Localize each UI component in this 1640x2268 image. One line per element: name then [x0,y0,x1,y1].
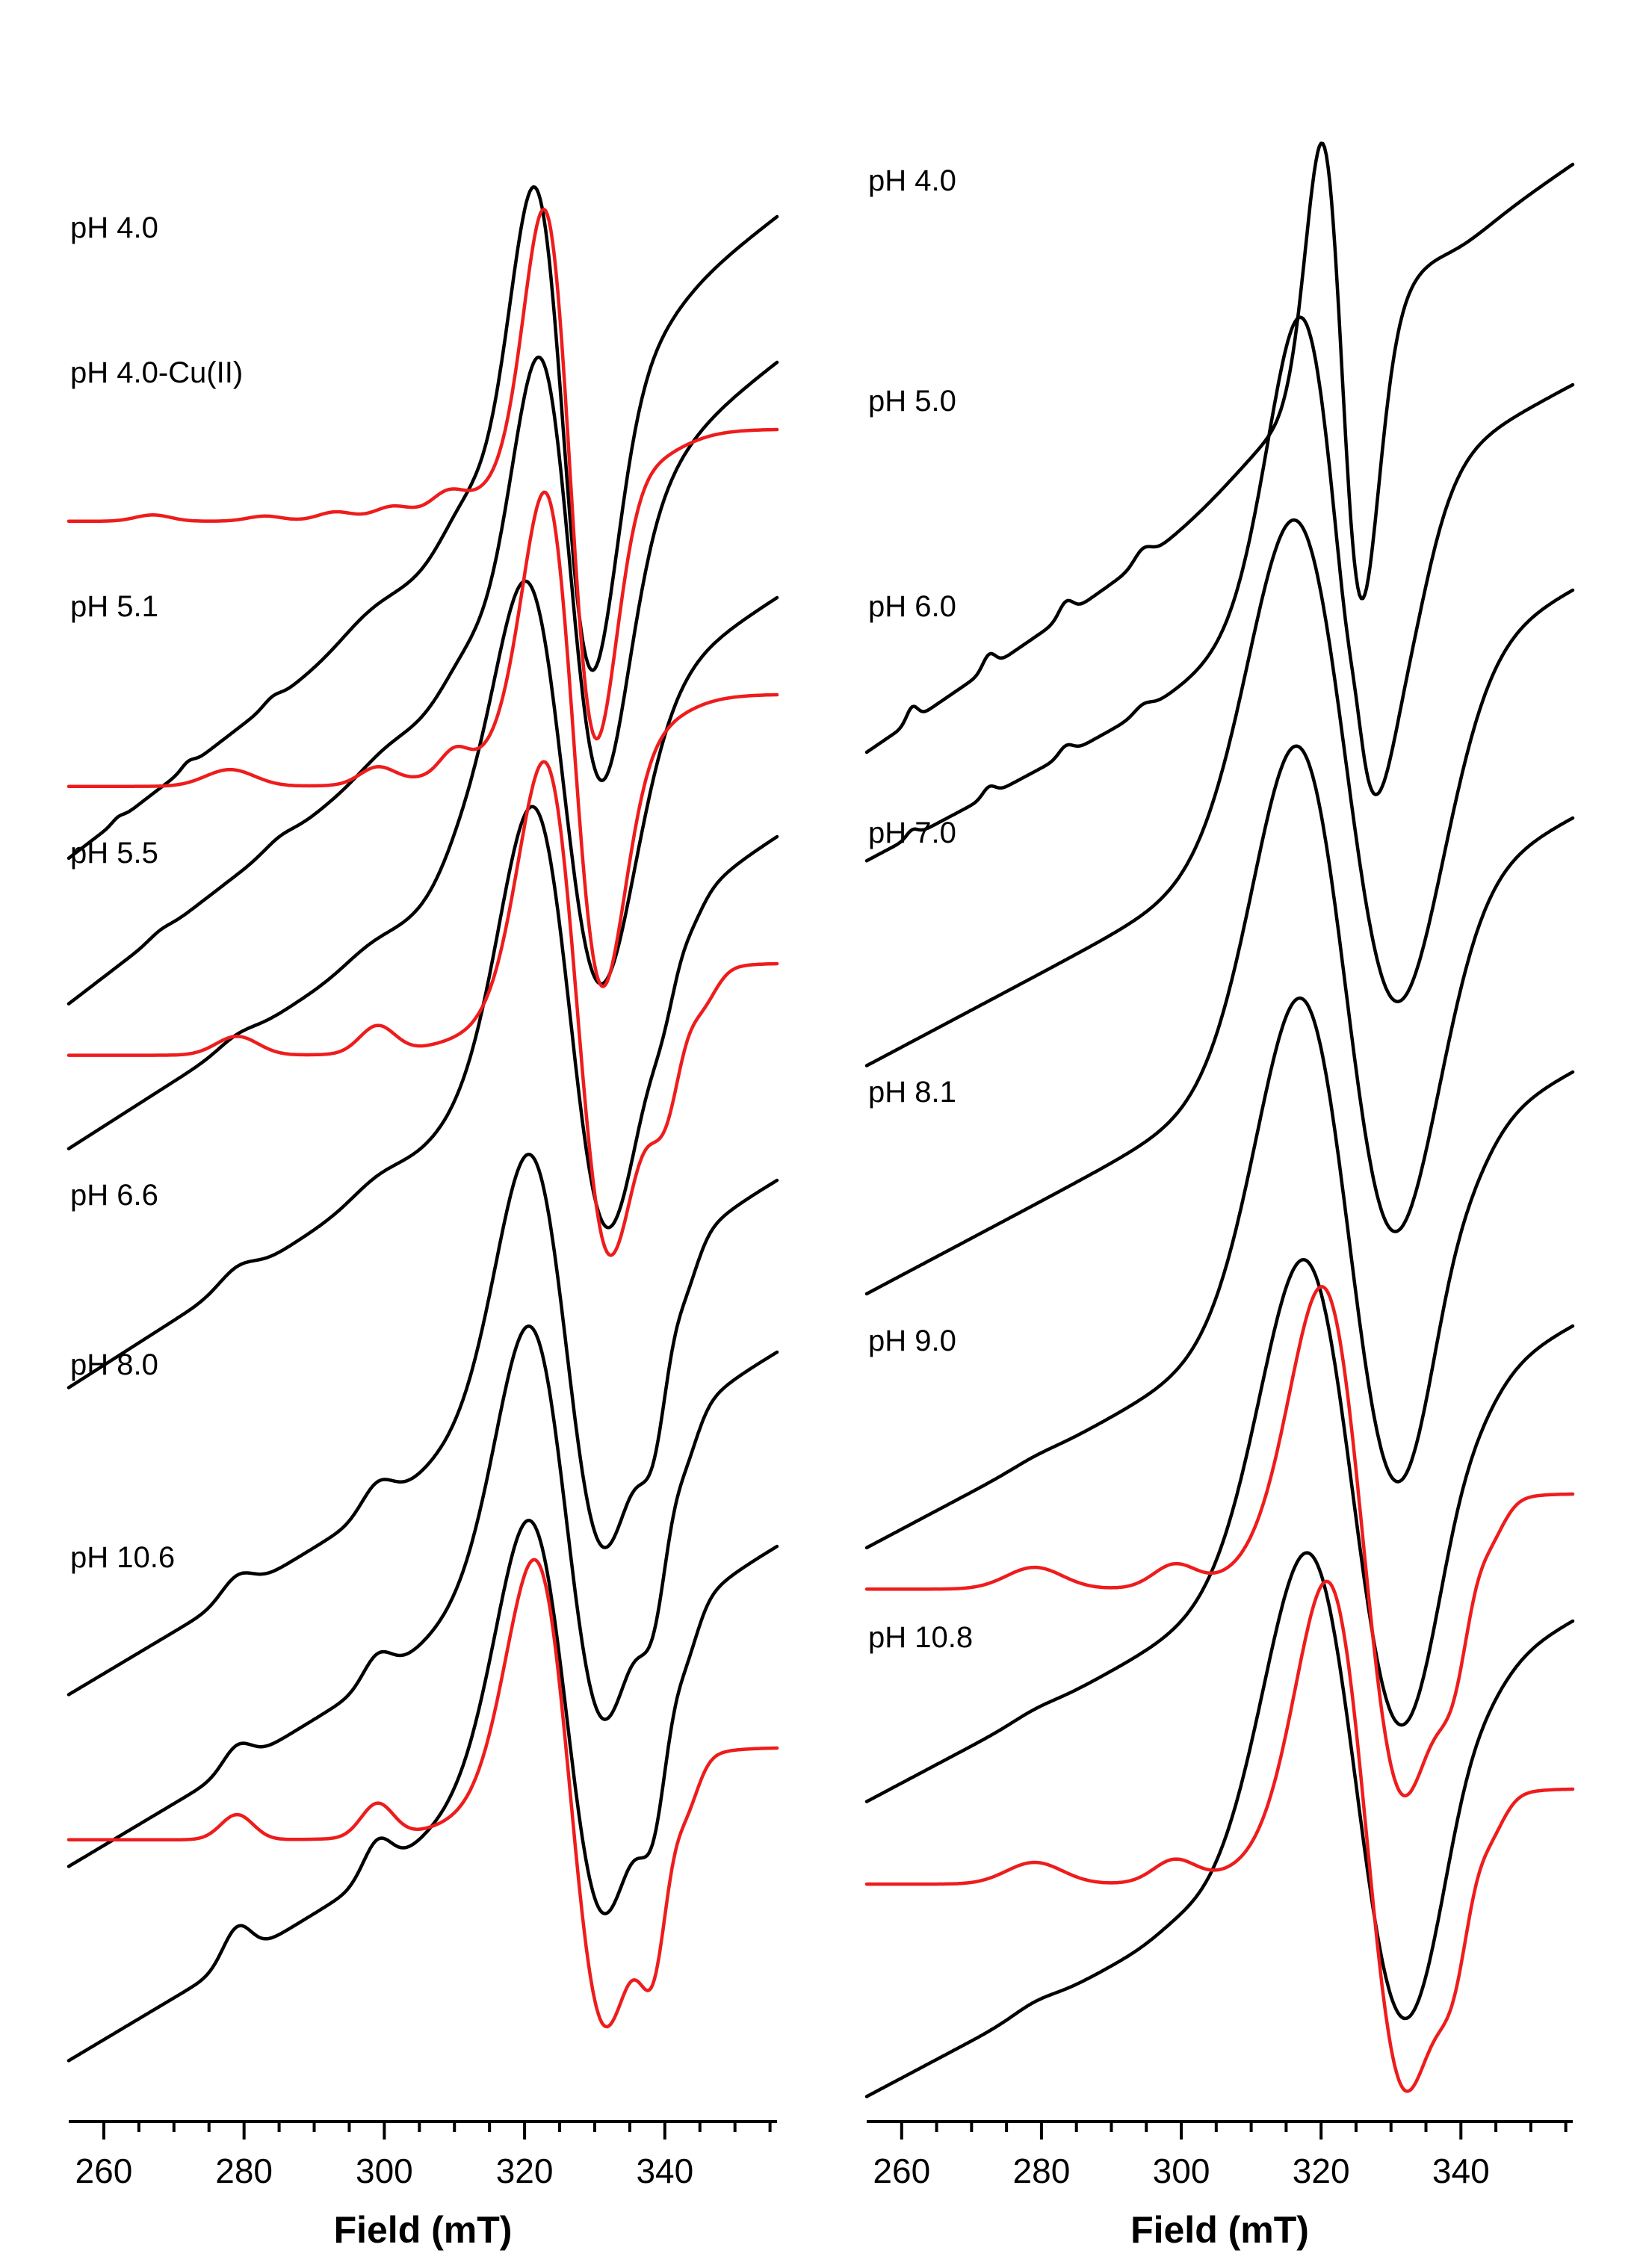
trace-label: pH 10.6 [70,1541,175,1574]
x-tick-label: 260 [75,2151,133,2190]
x-tick-label: 280 [215,2151,273,2190]
experimental-trace [864,141,1575,755]
x-tick-label: 340 [1432,2151,1490,2190]
experimental-trace [864,518,1575,1068]
trace-label: pH 4.0-Cu(II) [70,356,243,389]
trace-label: pH 9.0 [868,1324,956,1357]
experimental-trace [66,1519,779,2063]
x-axis-title: Field (mT) [334,2209,513,2251]
experimental-trace [66,579,779,1150]
trace-label: pH 4.0 [868,164,956,197]
simulated-trace [66,760,779,1257]
x-tick-label: 320 [1293,2151,1350,2190]
trace-label: pH 7.0 [868,817,956,849]
x-tick-label: 340 [636,2151,693,2190]
trace-label: pH 4.0 [70,211,158,244]
x-tick-label: 280 [1013,2151,1071,2190]
trace-label: pH 5.1 [70,590,158,623]
simulated-trace [66,207,779,741]
simulated-trace [66,1558,779,2029]
experimental-trace [66,355,779,1006]
x-tick-label: 320 [496,2151,554,2190]
experimental-trace [66,185,779,861]
x-axis-title: Field (mT) [1130,2209,1309,2251]
trace-label: pH 6.6 [70,1179,158,1212]
experimental-trace [864,744,1575,1296]
x-tick-label: 300 [356,2151,413,2190]
experimental-trace [66,1153,779,1697]
experimental-trace [864,1551,1575,2098]
simulated-trace [864,1285,1575,1798]
right-panel: pH 4.0 pH 5.0 pH 6.0 pH 7.0 pH 8.1 pH 9.0 pH 1… [864,141,1575,2251]
experimental-trace [66,1324,779,1868]
trace-label: pH 8.1 [868,1076,956,1109]
trace-label: pH 5.5 [70,837,158,870]
trace-label: pH 6.0 [868,590,956,623]
experimental-trace [864,996,1575,1550]
trace-label: pH 10.8 [868,1621,973,1654]
simulated-trace [864,1579,1575,2093]
experimental-trace [66,805,779,1389]
x-tick-label: 300 [1153,2151,1210,2190]
left-panel: pH 4.0 pH 4.0-Cu(II) pH 5.1 pH 5.5 pH 6.6 pH … [66,185,779,2251]
x-tick-label: 260 [873,2151,930,2190]
trace-label: pH 8.0 [70,1348,158,1381]
experimental-trace [864,315,1575,863]
experimental-trace [864,1257,1575,1803]
trace-label: pH 5.0 [868,385,956,418]
simulated-trace [66,490,779,988]
